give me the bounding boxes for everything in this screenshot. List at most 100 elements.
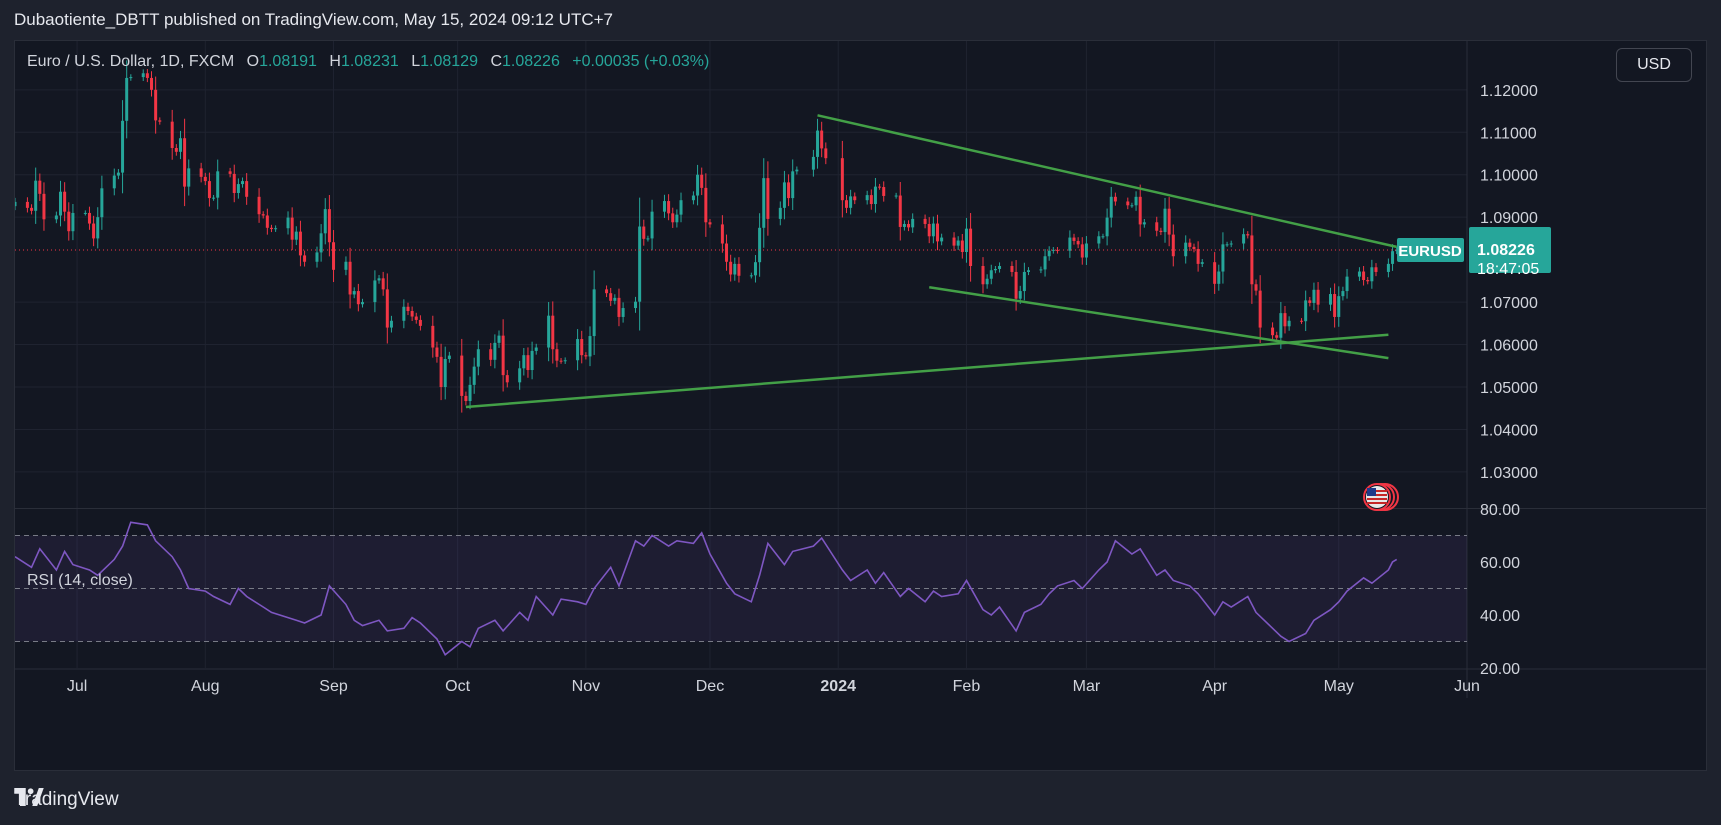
- candle-body: [1134, 196, 1138, 206]
- candle-body: [1328, 294, 1332, 305]
- candle-body: [1312, 289, 1316, 303]
- currency-button[interactable]: USD: [1616, 48, 1692, 82]
- candle-body: [1221, 244, 1225, 272]
- candle-body: [265, 215, 269, 228]
- candle-body: [782, 182, 786, 208]
- candle-body: [1159, 230, 1163, 233]
- candle-body: [348, 261, 352, 295]
- candle-body: [547, 315, 551, 348]
- candle-body: [1246, 234, 1250, 236]
- candle-body: [679, 200, 683, 215]
- candle-body: [555, 349, 559, 361]
- candle-body: [675, 214, 679, 223]
- candle-body: [1076, 240, 1080, 245]
- symbol-tag-label: EURUSD: [1398, 243, 1462, 260]
- candle-body: [1171, 234, 1175, 257]
- candle-body: [865, 195, 869, 201]
- candle-body: [1167, 208, 1171, 235]
- candle-body: [71, 212, 75, 232]
- tradingview-logo-icon: [14, 788, 44, 806]
- candle-body: [468, 384, 472, 402]
- candle-body: [1200, 262, 1204, 264]
- candle-body: [497, 335, 501, 343]
- candle-body: [849, 196, 853, 208]
- candle-body: [1337, 296, 1341, 317]
- candle-body: [662, 201, 666, 212]
- candle-body: [733, 263, 737, 275]
- candle-body: [931, 223, 935, 237]
- symbol-description[interactable]: Euro / U.S. Dollar, 1D, FXCM: [27, 53, 235, 70]
- candle-body: [940, 237, 944, 242]
- candle-body: [298, 231, 302, 256]
- candle-body: [1283, 313, 1287, 327]
- candle-body: [236, 184, 240, 193]
- candle-body: [1155, 222, 1159, 231]
- time-tick-label: Apr: [1202, 678, 1228, 695]
- candle-body: [1213, 262, 1217, 284]
- candle-body: [534, 347, 538, 351]
- candle-body: [725, 243, 729, 262]
- candle-body: [1192, 246, 1196, 250]
- candle-body: [443, 358, 447, 388]
- candle-body: [787, 182, 791, 199]
- flag-stripe: [1367, 502, 1387, 504]
- candle-body: [956, 240, 960, 246]
- candle-body: [737, 263, 741, 276]
- candle-body: [406, 306, 410, 312]
- candle-body: [1080, 244, 1084, 258]
- candle-body: [87, 212, 91, 224]
- candle-body: [414, 316, 418, 320]
- candle-body: [696, 174, 700, 196]
- candle-body: [584, 355, 588, 357]
- candle-body: [758, 227, 762, 263]
- candle-body: [902, 223, 906, 227]
- candle-body: [923, 218, 927, 224]
- candle-body: [1229, 243, 1233, 245]
- candle-body: [418, 319, 422, 326]
- time-tick-label: Sep: [319, 678, 348, 695]
- candle-body: [232, 173, 236, 193]
- price-tick-label: 1.03000: [1480, 465, 1538, 482]
- candle-body: [290, 217, 294, 240]
- candle-body: [530, 350, 534, 371]
- candle-body: [199, 168, 203, 177]
- publisher-name[interactable]: Dubaotiente_DBTT: [14, 10, 160, 29]
- chart-canvas[interactable]: 1.12000 1.11000 1.10000 1.09000 1.07000 1.060…: [15, 41, 1706, 770]
- candle-body: [820, 130, 824, 149]
- chart-area[interactable]: 1.12000 1.11000 1.10000 1.09000 1.07000 1.060…: [14, 40, 1707, 771]
- candle-body: [150, 77, 154, 90]
- rsi-legend[interactable]: RSI (14, close): [27, 572, 133, 589]
- candle-body: [1345, 276, 1349, 292]
- candle-body: [344, 261, 348, 270]
- candle-body: [1217, 271, 1221, 284]
- candle-body: [489, 349, 493, 360]
- candle-body: [1014, 271, 1018, 299]
- candle-body: [960, 240, 964, 252]
- publish-info: published on TradingView.com, May 15, 20…: [163, 10, 614, 29]
- candle-body: [816, 130, 820, 157]
- candle-body: [121, 120, 125, 173]
- candle-body: [704, 187, 708, 223]
- candle-body: [559, 360, 563, 362]
- candle-body: [1051, 249, 1055, 251]
- candle-body: [907, 223, 911, 228]
- candle-body: [141, 73, 145, 78]
- open-value: 1.08191: [259, 53, 317, 70]
- candle-body: [617, 297, 621, 317]
- candle-body: [183, 138, 187, 187]
- price-tick-label: 1.07000: [1480, 295, 1538, 312]
- candle-body: [38, 180, 42, 194]
- candle-body: [212, 197, 216, 199]
- candle-body: [1316, 289, 1320, 305]
- candle-body: [811, 156, 815, 170]
- candle-body: [261, 214, 265, 216]
- candle-body: [1366, 280, 1370, 282]
- open-label: O: [246, 53, 260, 70]
- candle-body: [964, 228, 968, 252]
- candle-body: [476, 349, 480, 367]
- candle-body: [824, 148, 828, 159]
- candle-body: [274, 228, 278, 230]
- candle-body: [125, 77, 129, 121]
- candle-body: [613, 297, 617, 301]
- candle-body: [898, 195, 902, 227]
